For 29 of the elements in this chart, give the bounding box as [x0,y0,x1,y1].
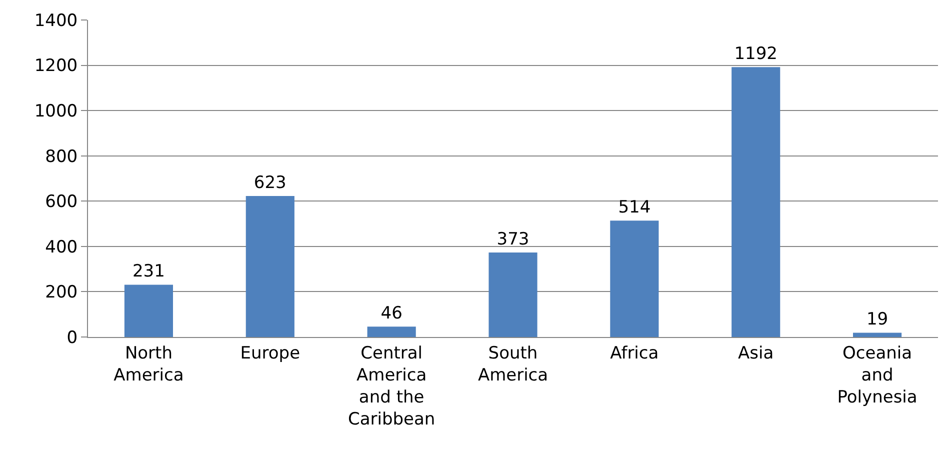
data-label: 231 [132,262,165,282]
x-tick-label: South America [478,343,548,386]
x-tick-label: Central America and the Caribbean [348,343,436,430]
bar [246,196,294,337]
data-label: 19 [866,310,888,330]
x-tick-label: Asia [738,343,774,364]
data-label: 623 [254,172,286,193]
x-tick-label: North America [114,343,184,386]
y-tick-label: 1400 [34,10,78,31]
y-tick-label: 1200 [34,56,78,76]
y-tick-label: 400 [45,237,78,258]
bar [610,220,659,337]
data-label: 1192 [734,44,778,64]
data-label: 46 [380,304,402,324]
y-tick-label: 600 [45,192,78,212]
x-tick-label: Europe [240,343,300,364]
x-tick-label: Oceania and Polynesia [837,343,918,408]
bar [853,332,902,337]
bar [367,326,416,337]
bar [732,67,780,337]
data-label: 514 [618,198,651,218]
bar [488,252,538,337]
y-tick-label: 1000 [34,102,78,122]
x-tick-label: Africa [610,343,659,364]
y-tick-label: 800 [45,146,78,167]
y-tick-label: 200 [45,282,78,303]
data-label: 373 [496,230,530,250]
y-tick-label: 0 [66,328,78,348]
bar [124,284,173,337]
